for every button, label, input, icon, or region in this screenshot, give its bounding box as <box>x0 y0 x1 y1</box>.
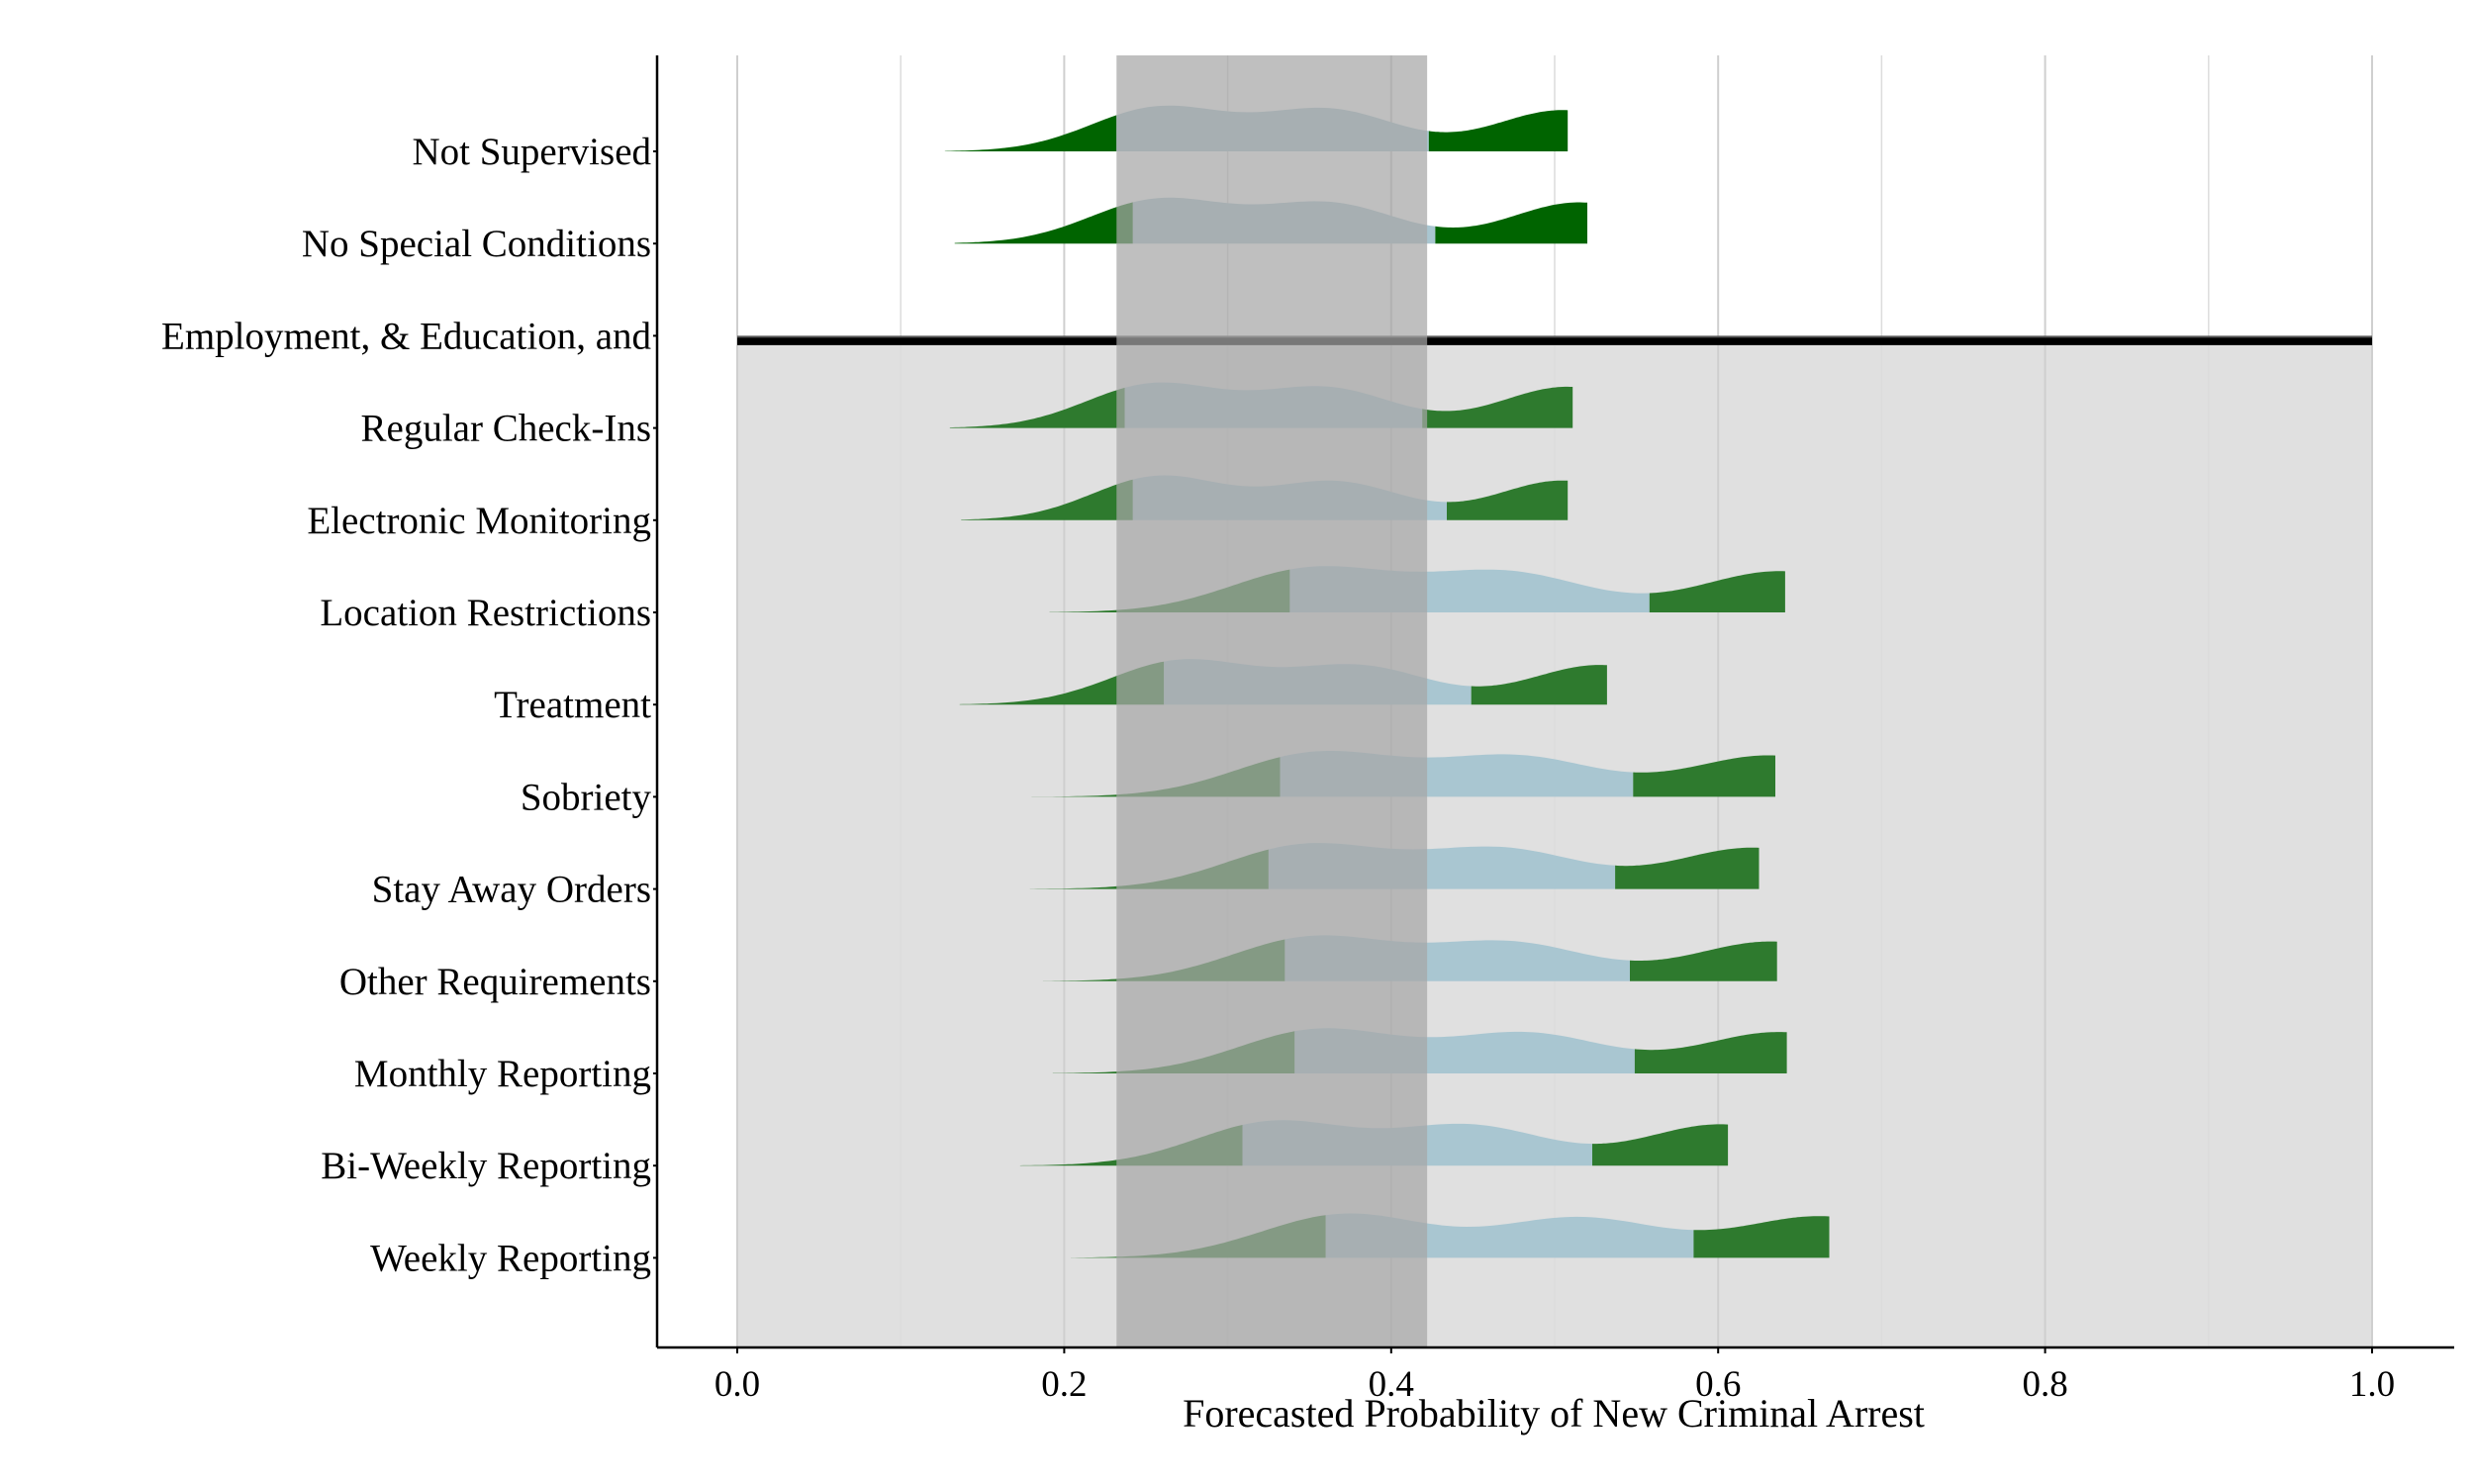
y-label-location-restrictions: Location Restrictions <box>320 592 651 634</box>
x-tick-label: 0.6 <box>1695 1364 1741 1405</box>
ridge-upper-tail <box>1633 755 1775 797</box>
ridge-lower-tail <box>959 661 1165 705</box>
ridge-upper-tail <box>1649 571 1785 612</box>
y-label-no-special-conditions: No Special Conditions <box>302 223 651 265</box>
y-label-other-requirements: Other Requirements <box>339 961 651 1003</box>
y-label-regular-check-ins: Regular Check-Ins <box>361 408 652 450</box>
y-label-employment-education-and: Employment, & Education, and <box>161 315 651 357</box>
y-label-bi-weekly-reporting: Bi-Weekly Reporting <box>321 1145 651 1187</box>
x-tick-label: 0.8 <box>2022 1364 2067 1405</box>
ridge-upper-tail <box>1435 202 1587 244</box>
ridge-upper-tail <box>1422 386 1573 428</box>
ridge-lower-tail <box>954 202 1133 244</box>
ridge-upper-tail <box>1693 1216 1830 1258</box>
ridge-upper-tail <box>1615 847 1760 889</box>
ridge-upper-tail <box>1630 941 1777 981</box>
x-axis-ticks: 0.0 0.2 0.4 0.6 0.8 1.0 <box>714 1347 2395 1405</box>
y-label-treatment: Treatment <box>494 684 651 726</box>
x-tick-label: 1.0 <box>2349 1364 2395 1405</box>
x-axis-title: Forecasted Probability of New Criminal A… <box>1183 1391 1925 1436</box>
ridge-upper-tail <box>1447 480 1569 520</box>
ridge-upper-tail <box>1471 665 1607 705</box>
x-tick-label: 0.2 <box>1041 1364 1087 1405</box>
axes <box>655 55 2454 1349</box>
ridge-lower-tail <box>944 115 1117 151</box>
ridge-upper-tail <box>1428 110 1569 151</box>
y-label-sobriety: Sobriety <box>521 776 652 818</box>
y-label-weekly-reporting: Weekly Reporting <box>370 1237 651 1279</box>
ridge-lower-tail <box>961 479 1133 520</box>
y-label-stay-away-orders: Stay Away Orders <box>372 869 651 911</box>
x-tick-label: 0.0 <box>714 1364 760 1405</box>
ridge-upper-tail <box>1634 1032 1787 1073</box>
ridge-lower-tail <box>949 387 1125 428</box>
y-label-not-supervised: Not Supervised <box>412 131 651 173</box>
x-tick-label: 0.4 <box>1369 1364 1414 1405</box>
y-label-electronic-monitoring: Electronic Monitoring <box>307 500 651 542</box>
reference-band-layer <box>1116 55 1428 1347</box>
y-axis-labels: Not Supervised No Special Conditions Emplo… <box>161 131 657 1279</box>
ridge-upper-tail <box>1592 1124 1729 1166</box>
reference-band <box>1116 55 1428 1347</box>
y-label-monthly-reporting: Monthly Reporting <box>354 1053 651 1095</box>
